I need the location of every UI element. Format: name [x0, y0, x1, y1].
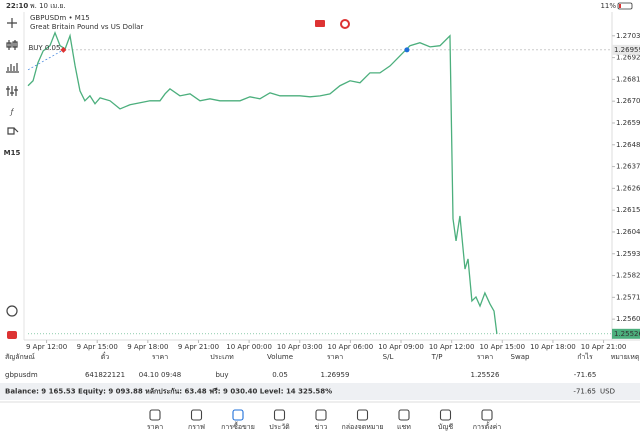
status-battery: 11% — [600, 2, 616, 10]
battery-icon — [617, 2, 633, 10]
x-tick-label: 10 Apr 00:00 — [226, 343, 272, 351]
y-tick-label: 1.26260 — [616, 184, 640, 192]
nav-icon[interactable] — [273, 409, 286, 421]
balance-currency: USD — [600, 388, 615, 396]
x-tick-label: 10 Apr 06:00 — [328, 343, 374, 351]
nav-icon[interactable] — [190, 409, 203, 421]
y-tick-label: 1.26150 — [616, 206, 640, 214]
y-tick-label: 1.25930 — [616, 250, 640, 258]
trade-link — [27, 49, 64, 71]
x-tick-label: 9 Apr 21:00 — [178, 343, 219, 351]
close-marker — [404, 47, 410, 53]
current-price-box — [612, 328, 640, 339]
symbol-description: Great Britain Pound vs US Dollar — [30, 23, 143, 31]
table-header: S/L — [383, 353, 394, 361]
nav-icon[interactable] — [149, 409, 161, 421]
y-tick-label: 1.26810 — [616, 75, 640, 83]
indicator-icon[interactable] — [6, 63, 19, 73]
function-icon[interactable]: ƒ — [9, 108, 15, 116]
balance-text: Balance: 9 165.53 Equity: 9 093.88 หลักป… — [5, 388, 332, 396]
nav-label[interactable]: ข่าว — [315, 423, 328, 431]
y-tick-label: 1.25820 — [616, 272, 640, 280]
x-tick-label: 9 Apr 15:00 — [77, 343, 118, 351]
nav-label[interactable]: ราคา — [147, 423, 163, 431]
trade-icon[interactable] — [7, 331, 17, 339]
settings-icon[interactable] — [6, 86, 18, 96]
x-tick-label: 10 Apr 18:00 — [530, 343, 576, 351]
nav-label[interactable]: การซื้อขาย — [221, 420, 255, 431]
nav-icon[interactable] — [315, 409, 327, 421]
table-header: T/P — [431, 353, 443, 361]
balance-profit: -71.65 — [573, 388, 596, 396]
table-cell[interactable]: 1.26959 — [321, 371, 350, 379]
status-time: 22:10 — [6, 2, 28, 10]
table-header: ประเภท — [210, 353, 234, 361]
y-tick-label: 1.26590 — [616, 119, 640, 127]
chart-type-icon[interactable] — [6, 40, 18, 50]
x-tick-label: 10 Apr 12:00 — [429, 343, 475, 351]
nav-label[interactable]: บัญชี — [438, 423, 453, 431]
nav-label[interactable]: แชท — [397, 423, 411, 431]
y-tick-label: 1.26920 — [616, 54, 640, 62]
x-tick-label: 10 Apr 03:00 — [277, 343, 323, 351]
x-tick-label: 10 Apr 21:00 — [581, 343, 627, 351]
open-price-label: 1.26959 — [614, 46, 640, 54]
table-cell[interactable]: 0.05 — [272, 371, 288, 379]
current-price-label: 1.25526 — [614, 330, 640, 338]
table-cell[interactable]: -71.65 — [574, 371, 597, 379]
x-tick-label: 9 Apr 18:00 — [127, 343, 168, 351]
table-header: Swap — [511, 353, 530, 361]
y-tick-label: 1.27030 — [616, 32, 640, 40]
signal-icon[interactable] — [6, 305, 18, 317]
symbol-title: GBPUSDm • M15 — [30, 14, 90, 22]
nav-label[interactable]: กราฟ — [188, 423, 205, 431]
nav-label[interactable]: ประวัติ — [269, 423, 290, 431]
table-header: หมายเหตุ — [611, 353, 640, 361]
table-header: Volume — [267, 353, 293, 361]
nav-icon[interactable] — [232, 409, 244, 421]
nav-icon[interactable] — [481, 409, 493, 421]
table-cell[interactable]: buy — [215, 371, 228, 379]
table-header: สัญลักษณ์ — [5, 353, 35, 361]
x-tick-label: 10 Apr 15:00 — [479, 343, 525, 351]
table-cell[interactable]: 04.10 09:48 — [139, 371, 181, 379]
left-toolbar[interactable]: ƒ M15 — [4, 18, 21, 339]
nav-icon[interactable] — [356, 409, 369, 421]
timeframe[interactable]: M15 — [4, 149, 21, 157]
table-header: กำไร — [577, 352, 593, 361]
table-header: ราคา — [327, 353, 343, 361]
y-tick-label: 1.26040 — [616, 228, 640, 236]
price-line — [27, 31, 498, 334]
nav-label[interactable]: การตั้งค่า — [473, 420, 502, 431]
table-cell[interactable]: 641822121 — [85, 371, 125, 379]
table-header: ตั๋ว — [101, 352, 110, 361]
depth-icon[interactable] — [340, 19, 350, 29]
trade-marker — [60, 46, 67, 53]
crosshair-icon[interactable] — [7, 18, 17, 28]
balance-band — [0, 383, 640, 400]
y-tick-label: 1.26700 — [616, 97, 640, 105]
nav-icon[interactable] — [439, 409, 452, 421]
open-price-box — [612, 44, 640, 55]
y-tick-label: 1.25710 — [616, 293, 640, 301]
nav-label[interactable]: กล่องจดหมาย — [341, 423, 383, 431]
status-date: พ. 10 เม.ย. — [30, 2, 66, 10]
table-header: ราคา — [477, 353, 493, 361]
x-tick-label: 9 Apr 12:00 — [26, 343, 67, 351]
y-tick-label: 1.25600 — [616, 315, 640, 323]
y-tick-label: 1.26480 — [616, 141, 640, 149]
one-click-icon[interactable] — [315, 20, 325, 27]
objects-icon[interactable] — [7, 127, 19, 135]
x-tick-label: 10 Apr 09:00 — [378, 343, 424, 351]
battery-level — [619, 4, 621, 8]
table-cell[interactable]: 1.25526 — [471, 371, 500, 379]
nav-icon[interactable] — [398, 409, 410, 421]
trade-marker-label: BUY 0.05 — [28, 44, 60, 52]
y-tick-label: 1.26370 — [616, 163, 640, 171]
table-header: ราคา — [152, 353, 168, 361]
table-cell[interactable]: gbpusdm — [5, 371, 38, 379]
